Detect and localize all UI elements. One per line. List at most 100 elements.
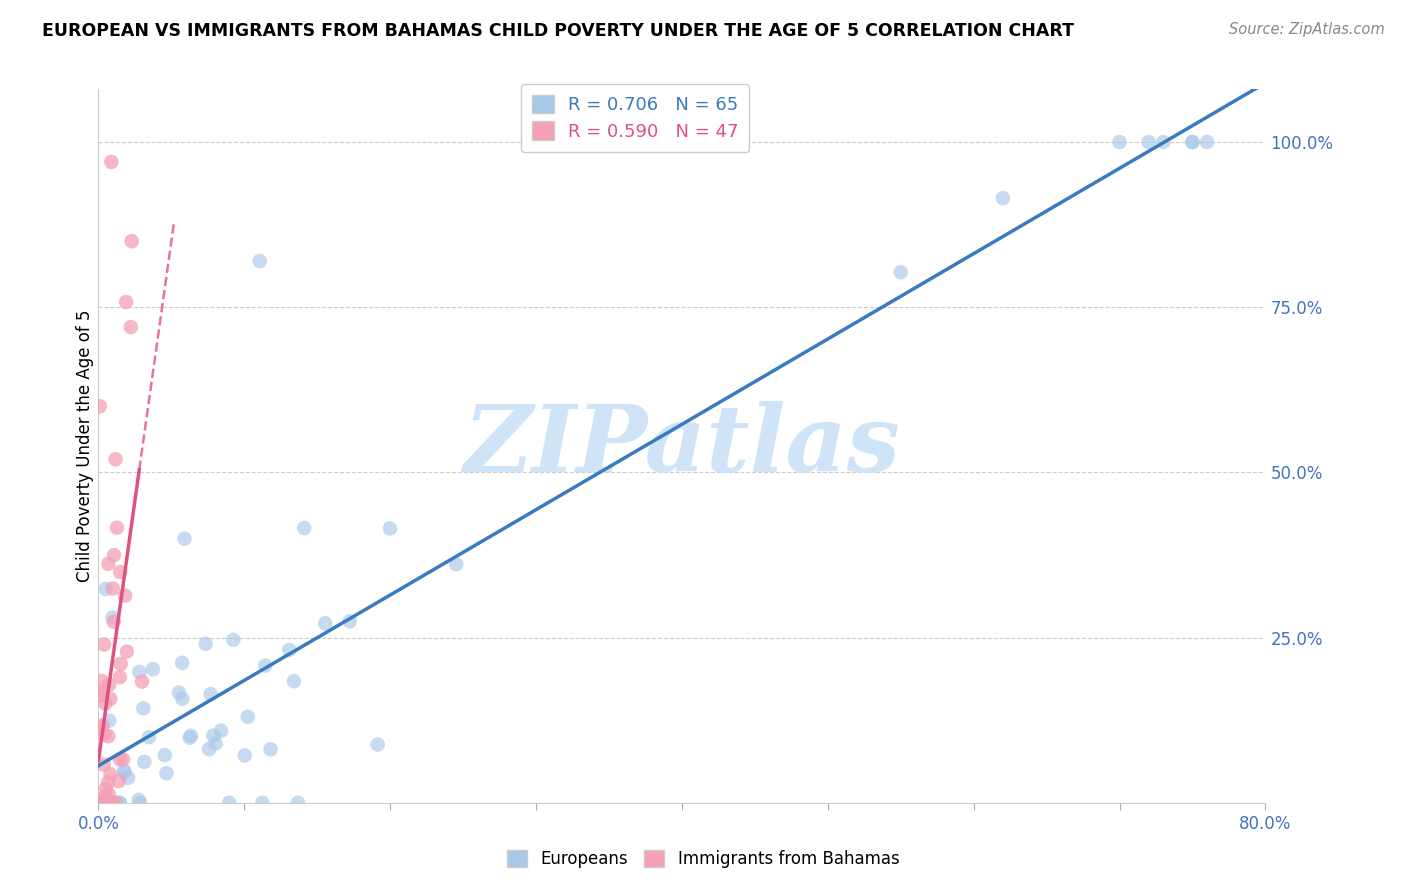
- Point: [204, 737, 226, 751]
- Point: [367, 738, 389, 752]
- Point: [89, 400, 111, 414]
- Point: [278, 643, 301, 657]
- Point: [252, 796, 274, 810]
- Point: [292, 521, 315, 535]
- Point: [259, 742, 281, 756]
- Point: [129, 796, 152, 810]
- Point: [105, 796, 128, 810]
- Point: [153, 747, 176, 762]
- Point: [128, 665, 150, 679]
- Point: [172, 656, 194, 670]
- Point: [105, 521, 128, 535]
- Point: [90, 689, 112, 703]
- Point: [202, 729, 225, 743]
- Point: [131, 674, 153, 689]
- Point: [117, 771, 139, 785]
- Point: [94, 781, 117, 796]
- Point: [97, 788, 120, 802]
- Point: [115, 644, 138, 658]
- Point: [115, 295, 138, 310]
- Point: [93, 757, 115, 772]
- Point: [93, 638, 115, 652]
- Point: [108, 670, 131, 684]
- Point: [90, 673, 112, 688]
- Point: [114, 589, 136, 603]
- Point: [101, 582, 124, 596]
- Point: [91, 796, 114, 810]
- Legend: Europeans, Immigrants from Bahamas: Europeans, Immigrants from Bahamas: [501, 843, 905, 875]
- Point: [112, 764, 135, 778]
- Point: [155, 766, 177, 780]
- Point: [90, 792, 112, 806]
- Point: [96, 796, 118, 810]
- Point: [91, 796, 114, 810]
- Point: [991, 191, 1014, 205]
- Point: [1152, 135, 1174, 149]
- Point: [314, 616, 336, 631]
- Legend: R = 0.706   N = 65, R = 0.590   N = 47: R = 0.706 N = 65, R = 0.590 N = 47: [522, 84, 749, 152]
- Point: [98, 678, 121, 692]
- Point: [108, 796, 131, 810]
- Point: [94, 697, 117, 711]
- Point: [98, 796, 121, 810]
- Point: [98, 691, 121, 706]
- Point: [218, 796, 240, 810]
- Point: [89, 796, 111, 810]
- Point: [167, 685, 190, 699]
- Point: [128, 793, 150, 807]
- Point: [100, 796, 122, 810]
- Point: [104, 452, 127, 467]
- Point: [107, 774, 129, 789]
- Point: [249, 254, 271, 268]
- Point: [97, 729, 120, 743]
- Point: [1181, 135, 1204, 149]
- Point: [94, 796, 117, 810]
- Point: [134, 755, 156, 769]
- Point: [172, 691, 194, 706]
- Point: [444, 558, 467, 572]
- Point: [100, 767, 122, 781]
- Point: [108, 752, 131, 766]
- Point: [142, 662, 165, 676]
- Point: [283, 674, 305, 689]
- Point: [101, 610, 124, 624]
- Point: [138, 730, 160, 744]
- Point: [89, 796, 111, 810]
- Point: [194, 637, 217, 651]
- Point: [1195, 135, 1218, 149]
- Point: [100, 154, 122, 169]
- Point: [112, 752, 135, 766]
- Point: [198, 742, 221, 756]
- Point: [254, 658, 277, 673]
- Point: [222, 632, 245, 647]
- Point: [173, 532, 195, 546]
- Point: [91, 684, 114, 698]
- Point: [233, 748, 256, 763]
- Point: [1108, 135, 1130, 149]
- Point: [89, 721, 111, 735]
- Point: [209, 723, 232, 738]
- Point: [98, 714, 121, 728]
- Point: [1137, 135, 1160, 149]
- Point: [121, 234, 143, 248]
- Point: [94, 582, 117, 596]
- Point: [236, 710, 259, 724]
- Point: [378, 521, 401, 535]
- Point: [93, 727, 115, 741]
- Text: ZIPatlas: ZIPatlas: [464, 401, 900, 491]
- Point: [132, 701, 155, 715]
- Point: [103, 548, 125, 562]
- Point: [287, 796, 309, 810]
- Y-axis label: Child Poverty Under the Age of 5: Child Poverty Under the Age of 5: [76, 310, 94, 582]
- Text: EUROPEAN VS IMMIGRANTS FROM BAHAMAS CHILD POVERTY UNDER THE AGE OF 5 CORRELATION: EUROPEAN VS IMMIGRANTS FROM BAHAMAS CHIL…: [42, 22, 1074, 40]
- Point: [110, 657, 132, 671]
- Point: [103, 615, 125, 629]
- Point: [108, 565, 131, 579]
- Point: [97, 557, 120, 571]
- Point: [108, 796, 131, 810]
- Point: [97, 775, 120, 789]
- Text: Source: ZipAtlas.com: Source: ZipAtlas.com: [1229, 22, 1385, 37]
- Point: [91, 796, 114, 810]
- Point: [179, 731, 201, 745]
- Point: [339, 615, 361, 629]
